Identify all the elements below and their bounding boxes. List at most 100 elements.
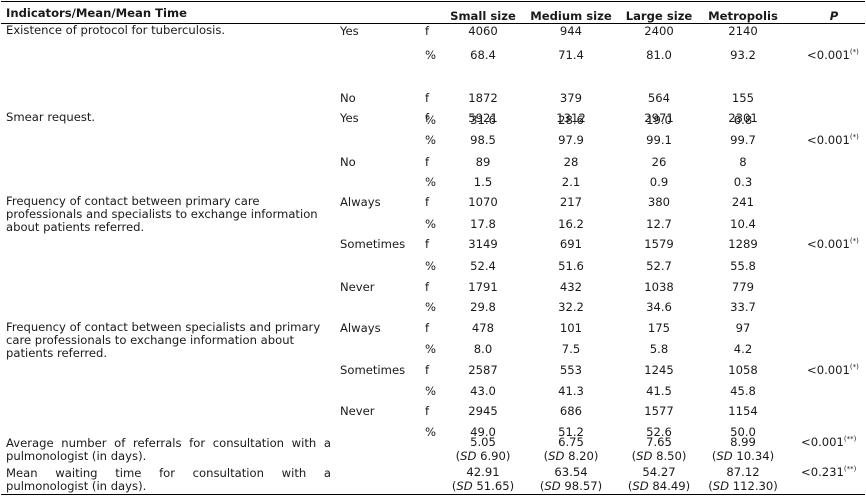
p-value: <0.001(**) [801,435,856,449]
cell-value: 380 [647,195,671,209]
mean-value: 87.12 [726,465,760,479]
sd-value: (SD 8.20) [543,449,599,463]
cell-value: 50.0 [730,425,756,439]
cell-value: 93.2 [730,48,756,62]
cell-value: 1872 [468,91,498,105]
unit-label: % [425,425,437,439]
cell-value: 16.2 [558,217,584,231]
cell-value: 1312 [556,111,586,125]
p-value-text: <0.001 [807,363,850,377]
indicator-label: Frequency of contact between specialists… [6,320,321,360]
category-label: Always [340,195,381,209]
table-top-rule [1,1,865,2]
sd-number: 98.57 [564,479,598,493]
cell-value: 49.0 [470,425,496,439]
cell-value: 155 [731,91,755,105]
p-value: <0.001(*) [807,237,859,251]
significance-mark: (**) [843,435,857,444]
cell-value: 98.5 [470,133,496,147]
significance-mark: (*) [849,237,859,246]
sd-value: (SD 10.34) [711,449,775,463]
cell-value: 1289 [728,237,758,251]
category-label: No [340,155,356,169]
header-large-size: Large size [625,9,693,23]
cell-value: 564 [647,91,671,105]
sd-number: 8.20 [568,449,594,463]
cell-value: 52.4 [470,259,496,273]
cell-value: 10.4 [730,217,756,231]
unit-label: f [425,237,430,251]
sd-value: (SD 112.30) [708,479,778,493]
mean-value: 7.65 [646,435,672,449]
mean-indicator-line1: Mean waiting time for consultation with … [6,466,331,480]
p-value: <0.001(*) [807,363,859,377]
cell-value: 241 [731,195,755,209]
category-label: Sometimes [340,237,406,251]
p-value: <0.001(*) [807,133,859,147]
sd-label: SD [544,479,561,493]
unit-label: f [425,195,430,209]
cell-value: 33.7 [730,300,756,314]
cell-value: 2140 [728,24,758,38]
cell-value: 32.2 [558,300,584,314]
cell-value: 4.2 [733,342,753,356]
cell-value: 0.3 [733,175,753,189]
p-value-text: <0.001 [807,237,850,251]
cell-value: 432 [559,280,583,294]
cell-value: 97.9 [558,133,584,147]
cell-value: 2971 [644,111,674,125]
cell-value: 5.8 [649,342,669,356]
unit-label: % [425,175,437,189]
cell-value: 45.8 [730,384,756,398]
mean-value: 42.91 [466,465,500,479]
cell-value: 41.3 [558,384,584,398]
cell-value: 89 [475,155,491,169]
cell-value: 1791 [468,280,498,294]
sd-label: SD [632,479,649,493]
mean-value: 5.05 [470,435,496,449]
cell-value: 2587 [468,363,498,377]
cell-value: 2.1 [561,175,581,189]
p-value: <0.231(**) [801,465,856,479]
sd-number: 10.34 [736,449,770,463]
cell-value: 71.4 [558,48,584,62]
mean-value: 54.27 [642,465,676,479]
sd-number: 84.49 [652,479,686,493]
unit-label: f [425,321,430,335]
cell-value: 379 [559,91,583,105]
header-small-size: Small size [450,9,516,23]
cell-value: 0.9 [649,175,669,189]
cell-value: 478 [471,321,495,335]
cell-value: 1245 [644,363,674,377]
cell-value: 28.6 [558,113,584,127]
sd-number: 6.90 [480,449,506,463]
cell-value: 97 [735,321,751,335]
sd-label: SD [716,449,733,463]
mean-value: 8.99 [730,435,756,449]
significance-mark: (*) [849,48,859,57]
p-value: <0.001(*) [807,48,859,62]
indicator-label: Smear request. [6,110,96,124]
table-bottom-rule [1,494,865,495]
cell-value: 3149 [468,237,498,251]
cell-value: 4060 [468,24,498,38]
header-medium-size: Medium size [530,9,612,23]
cell-value: 26 [651,155,667,169]
cell-value: 55.8 [730,259,756,273]
sd-value: (SD 98.57) [539,479,603,493]
cell-value: 553 [559,363,583,377]
cell-value: 1.5 [473,175,493,189]
cell-value: 19.0 [646,113,672,127]
p-value-text: <0.001 [807,133,850,147]
cell-value: 7.5 [561,342,581,356]
unit-label: f [425,155,430,169]
cell-value: 43.0 [470,384,496,398]
cell-value: 1579 [644,237,674,251]
cell-value: 31.6 [470,113,496,127]
cell-value: 1070 [468,195,498,209]
unit-label: % [425,384,437,398]
cell-value: 51.6 [558,259,584,273]
cell-value: 944 [559,24,583,38]
cell-value: 51.2 [558,425,584,439]
